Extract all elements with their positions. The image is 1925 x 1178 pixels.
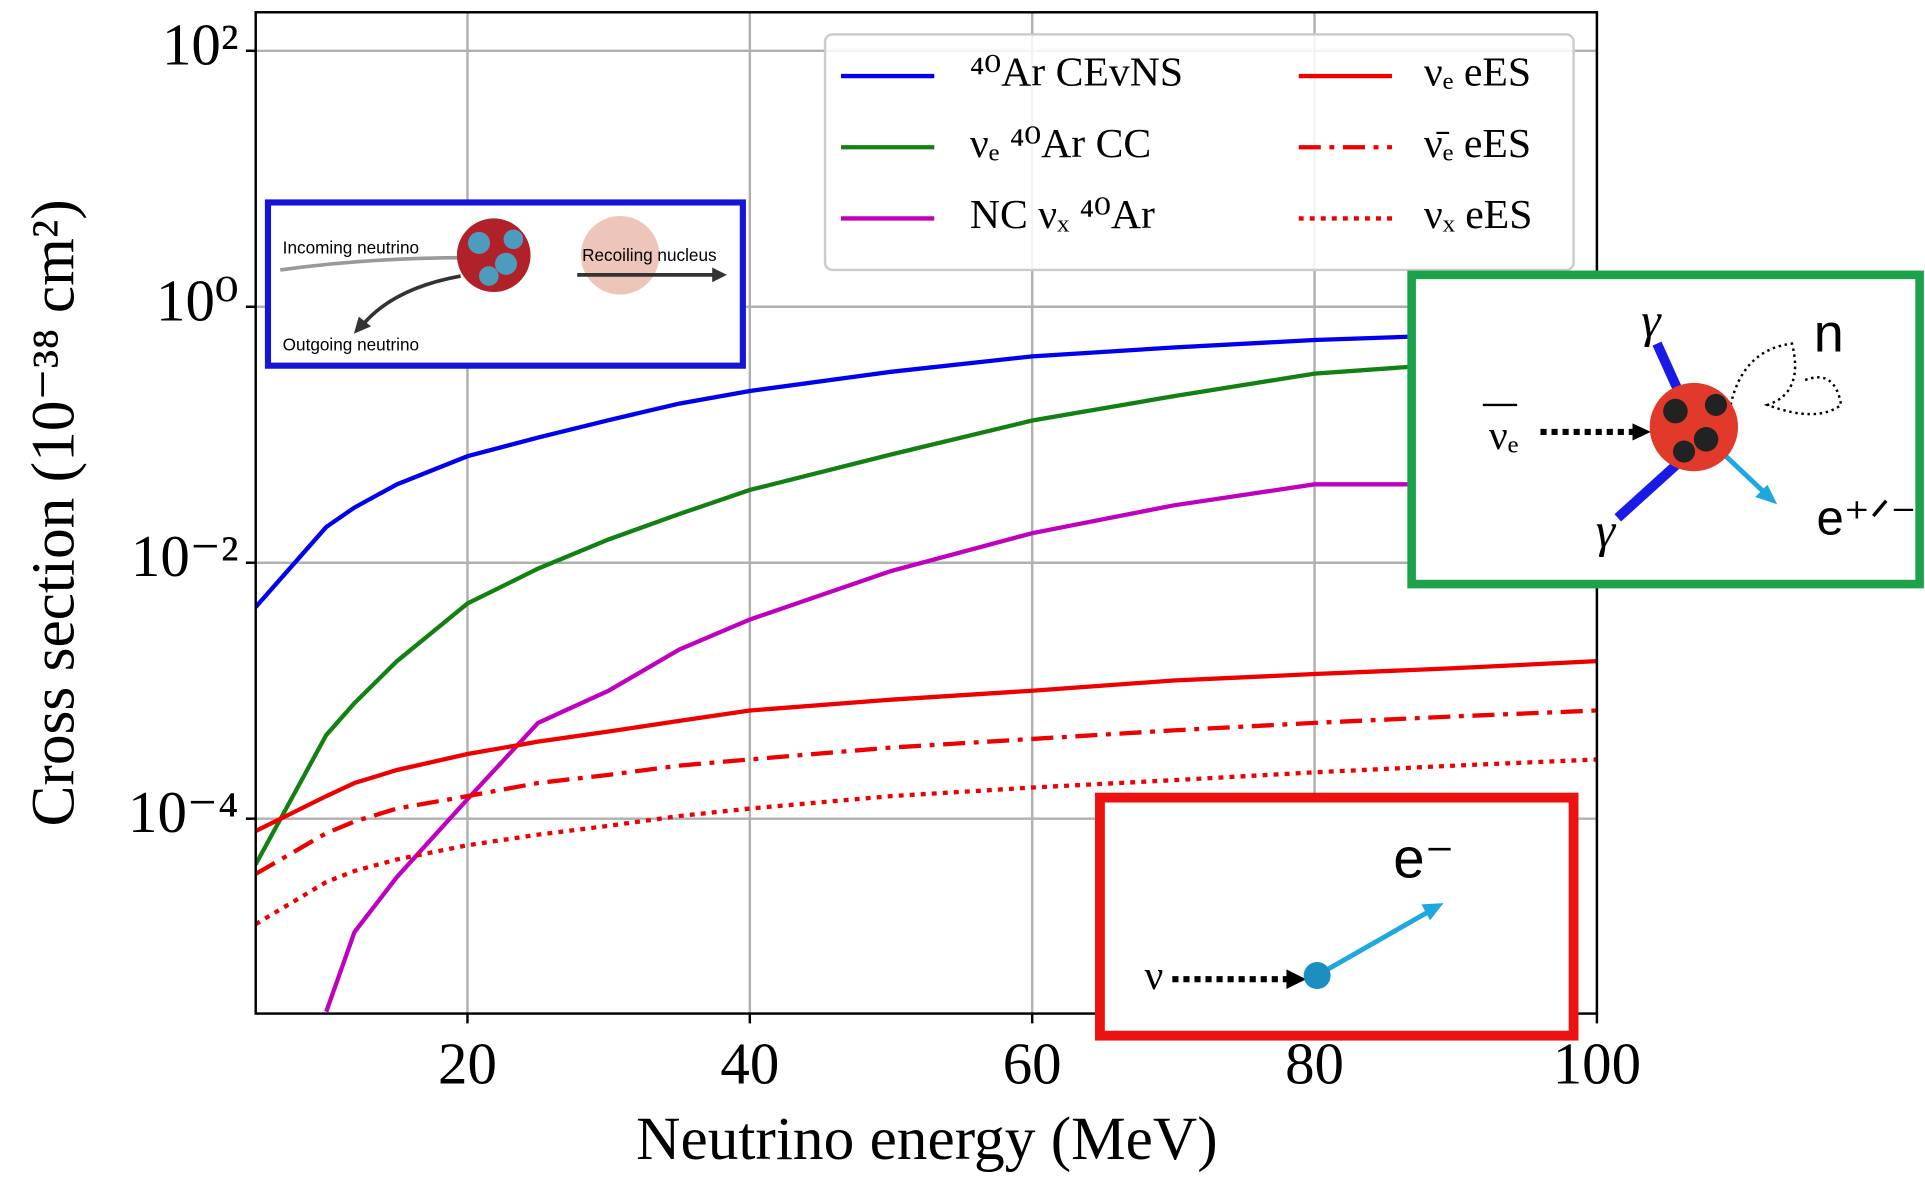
arrowhead xyxy=(353,316,372,334)
arrow xyxy=(279,255,467,272)
nucleon xyxy=(1693,427,1719,452)
gamma-ray xyxy=(1652,341,1684,395)
nucleon xyxy=(503,229,524,250)
legend: ⁴⁰Ar CEvNS νₑ ⁴⁰Ar CC NC νₓ ⁴⁰Ar νₑ eES ν̄ₑ … xyxy=(823,33,1575,272)
nucleus xyxy=(1649,382,1739,472)
y-tick-label: 10² xyxy=(162,12,239,77)
nucleon xyxy=(494,252,518,275)
y-tick-label: 10⁻⁴ xyxy=(128,780,239,845)
gamma-ray xyxy=(1614,456,1685,522)
annotation: Recoiling nucleus xyxy=(582,245,716,265)
annotation: ν xyxy=(1144,953,1163,999)
data-line xyxy=(255,354,1597,866)
annotation: νₑ xyxy=(1489,413,1519,459)
legend-label: ν̄ₑ eES xyxy=(1424,121,1531,167)
legend-label: νₑ ⁴⁰Ar CC xyxy=(970,121,1151,167)
annotation: Incoming neutrino xyxy=(283,238,419,258)
x-tick-label: 60 xyxy=(1003,1032,1062,1097)
neutron-path xyxy=(1729,342,1843,416)
y-axis-label: Cross section (10⁻³⁸ cm²) xyxy=(19,199,87,826)
electron xyxy=(1303,962,1331,990)
data-line xyxy=(255,328,1597,609)
legend-label: NC νₓ ⁴⁰Ar xyxy=(970,192,1155,238)
arrowhead xyxy=(1286,969,1307,990)
arrowhead xyxy=(1755,484,1778,505)
x-tick-label: 100 xyxy=(1553,1032,1641,1097)
legend-frame xyxy=(823,33,1575,272)
x-tick-label: 80 xyxy=(1285,1032,1344,1097)
annotation: e⁻ xyxy=(1393,827,1454,890)
inset-frame xyxy=(1095,792,1579,1041)
y-tick-label: 10⁰ xyxy=(156,268,239,333)
arrow xyxy=(1322,910,1428,974)
ees-inset: e⁻ ν xyxy=(1095,792,1579,1041)
lines xyxy=(255,328,1597,1013)
data-line xyxy=(324,482,1597,1013)
nucleon xyxy=(1663,398,1688,424)
nucleon xyxy=(479,266,499,286)
y-tick-label: 10⁻² xyxy=(131,524,239,589)
data-line xyxy=(255,757,1597,926)
arrowhead xyxy=(712,267,727,283)
data-line xyxy=(255,708,1597,876)
cevns-inset: Incoming neutrino Outgoing neutrino Reco… xyxy=(264,199,746,369)
arrow xyxy=(361,274,461,327)
legend-label: ⁴⁰Ar CEvNS xyxy=(970,50,1183,96)
legend-label: νₓ eES xyxy=(1424,192,1533,238)
nucleon xyxy=(1672,440,1696,463)
x-tick-label: 20 xyxy=(438,1032,497,1097)
x-axis-label: Neutrino energy (MeV) xyxy=(636,1105,1217,1173)
annotation: γ xyxy=(1596,502,1617,557)
arrowhead xyxy=(1421,903,1444,921)
nucleon xyxy=(467,231,491,255)
legend-label: νₑ eES xyxy=(1424,50,1531,96)
annotation: e⁺ᐟ⁻ xyxy=(1817,491,1917,545)
nucleon xyxy=(1704,393,1727,416)
annotation: γ xyxy=(1641,292,1662,347)
ticks: 20 40 60 80 100 10² 10⁰ 10⁻² 10⁻⁴ xyxy=(128,12,1641,1096)
annotation: n xyxy=(1814,304,1844,364)
data-line xyxy=(255,659,1597,834)
cc-inset: γ γ n νₑ e⁺ᐟ⁻ xyxy=(1407,270,1924,589)
arrowhead xyxy=(1632,423,1651,441)
annotation: Outgoing neutrino xyxy=(283,335,419,355)
x-tick-label: 40 xyxy=(720,1032,779,1097)
